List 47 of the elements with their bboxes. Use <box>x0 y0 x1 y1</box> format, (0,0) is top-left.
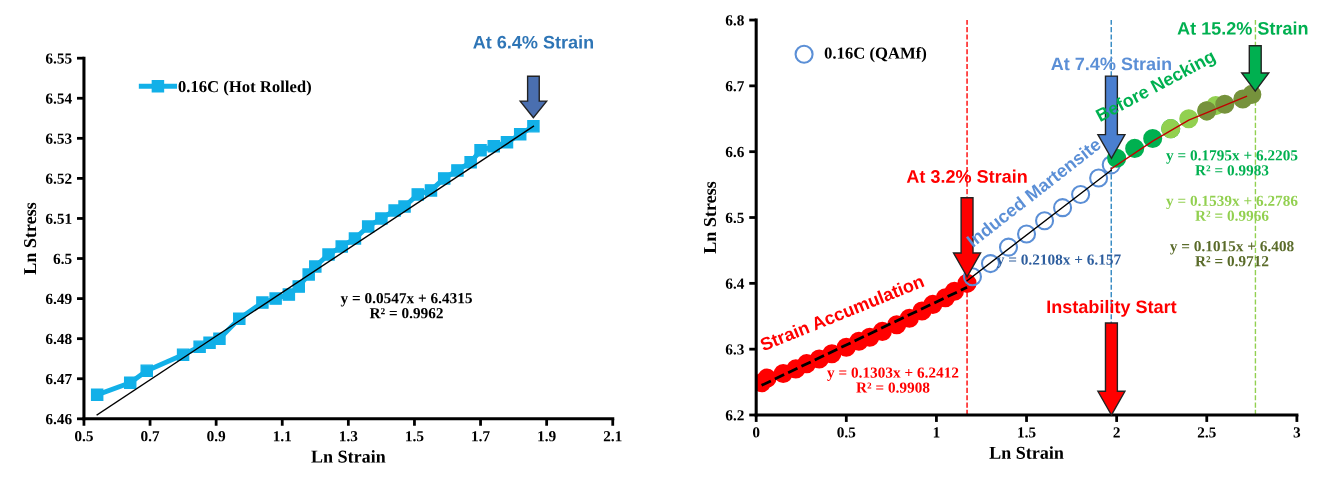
x-tick-label: 1.5 <box>1018 427 1036 438</box>
y-tick-label: 6.4 <box>725 278 745 289</box>
x-tick-label: 0.9 <box>207 431 226 442</box>
y-tick-label: 6.6 <box>725 146 744 158</box>
y-axis-title: Ln Stress <box>703 181 717 254</box>
annotation: y = 0.1015x + 6.408 R² = 0.9712 <box>1169 241 1294 267</box>
y-tick-label: 6.52 <box>45 173 72 184</box>
y-tick-label: 6.5 <box>725 212 744 224</box>
annotation: At 15.2% Strain <box>1177 21 1308 35</box>
annotation: y = 0.0547x + 6.4315 R² = 0.9962 <box>340 293 472 319</box>
y-tick-label: 6.53 <box>45 133 72 144</box>
x-tick-label: 0.7 <box>141 431 160 442</box>
text: At 6.4% Strain <box>473 35 594 49</box>
x-tick-label: 2.5 <box>1197 427 1216 438</box>
y-tick-label: 6.49 <box>45 293 72 305</box>
x-tick-label: 1 <box>933 427 940 438</box>
y-tick-label: 6.54 <box>45 93 72 104</box>
y-tick-label: 6.3 <box>725 344 744 355</box>
y-tick-label: 6.46 <box>45 413 72 425</box>
y-tick-label: 6.2 <box>725 410 744 421</box>
x-tick-label: 1.5 <box>406 431 424 442</box>
x-tick-label: 0 <box>752 427 760 438</box>
x-tick-label: 1.3 <box>340 431 358 442</box>
y-axis-title: Ln Stress <box>24 202 37 275</box>
x-axis-title: Ln Strain <box>989 446 1064 459</box>
annotation: y = 0.1303x + 6.2412 R² = 0.9908 <box>827 367 959 393</box>
x-tick-label: 0.5 <box>837 427 856 438</box>
y-tick-label: 6.55 <box>45 53 72 64</box>
y-tick-label: 6.47 <box>45 373 72 385</box>
y-tick-label: 6.48 <box>45 333 72 345</box>
annotation: y = 0.1795x + 6.2205 R² = 0.9983 <box>1166 150 1298 176</box>
x-tick-label: 0.5 <box>74 431 93 442</box>
x-tick-label: 1.7 <box>472 431 490 442</box>
x-tick-label: 1.1 <box>273 431 292 442</box>
annotation: Instability Start <box>1047 299 1177 317</box>
x-tick-label: 3 <box>1293 427 1301 438</box>
x-tick-label: 2 <box>1113 427 1120 438</box>
x-tick-label: 2.1 <box>603 431 622 442</box>
y-tick-label: 6.5 <box>53 253 72 265</box>
y-tick-label: 6.51 <box>45 213 72 224</box>
y-tick-label: 6.7 <box>725 81 745 92</box>
legend-label: 0.16C (QAMf) <box>824 46 927 63</box>
x-tick-label: 1.9 <box>538 431 556 442</box>
y-tick-label: 6.8 <box>725 15 744 26</box>
annotation: y = 0.1539x + 6.2786 R² = 0.9966 <box>1166 195 1298 221</box>
legend-label: 0.16C (Hot Rolled) <box>178 80 311 96</box>
x-axis-title: Ln Strain <box>311 450 386 463</box>
